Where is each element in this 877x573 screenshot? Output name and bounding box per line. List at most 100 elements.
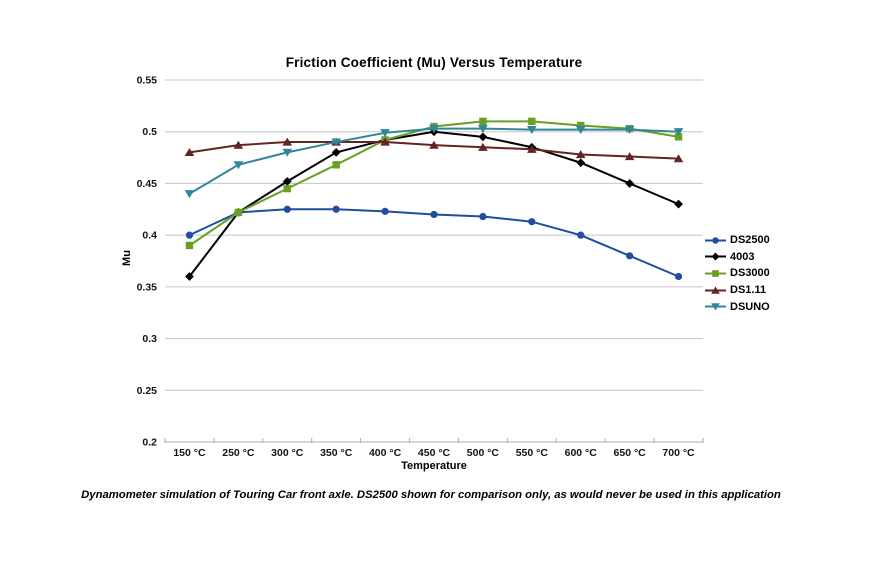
data-point-circle (577, 231, 585, 239)
legend-label: DS2500 (730, 234, 770, 247)
data-point-triangle-up (184, 148, 195, 156)
legend-square-icon (705, 270, 726, 277)
data-point-circle (381, 207, 389, 215)
data-point-diamond (625, 179, 635, 188)
data-point-triangle-up (380, 137, 390, 146)
data-point-triangle-up (711, 286, 720, 294)
data-point-triangle-up (624, 152, 635, 161)
x-tick-label: 350 °C (320, 447, 353, 459)
data-point-circle (283, 205, 291, 213)
data-point-triangle-down (380, 129, 390, 138)
legend-label: DS3000 (730, 267, 770, 280)
legend-triangle-up-icon (705, 286, 726, 294)
x-tick-label: 650 °C (614, 447, 647, 459)
x-tick-label: 700 °C (662, 447, 695, 459)
data-point-triangle-down (331, 138, 341, 147)
series-4003 (185, 127, 683, 281)
data-point-circle (712, 237, 719, 244)
data-point-triangle-down (478, 125, 488, 134)
legend-item-DS3000: DS3000 (705, 265, 770, 282)
data-point-circle (185, 231, 194, 239)
data-point-square (185, 241, 194, 250)
data-point-diamond (674, 199, 683, 209)
legend-item-4003: 4003 (705, 249, 770, 266)
y-tick-label: 0.35 (137, 281, 158, 293)
x-tick-label: 500 °C (467, 447, 500, 459)
y-tick-label: 0.4 (142, 230, 157, 242)
data-point-triangle-up (527, 144, 537, 153)
data-point-triangle-down (711, 303, 720, 311)
data-point-triangle-down (624, 126, 635, 135)
x-tick-label: 550 °C (516, 447, 549, 459)
data-point-triangle-up (429, 140, 439, 149)
data-point-diamond (576, 158, 586, 168)
data-point-triangle-up (233, 140, 244, 149)
series-line (189, 208, 679, 278)
legend-diamond-icon (705, 252, 726, 261)
data-point-circle (430, 210, 438, 219)
data-point-diamond (331, 148, 341, 157)
series-line (188, 130, 679, 278)
data-point-square (283, 184, 291, 193)
data-point-square (332, 161, 340, 169)
data-point-triangle-down (575, 126, 586, 135)
data-point-square (479, 117, 487, 126)
gridlines: 0.55 0.5 0.45 0.4 0.35 0.3 0.25 0.2 (137, 75, 703, 449)
x-axis-title: Temperature (401, 460, 467, 472)
legend-item-DSUNO: DSUNO (705, 298, 770, 315)
series-DSUNO (184, 125, 684, 199)
series-line (188, 127, 679, 195)
data-point-square (577, 121, 585, 130)
legend-label: DS1.11 (730, 284, 767, 297)
data-point-triangle-down (527, 126, 537, 135)
x-tick-label: 250 °C (222, 447, 255, 459)
y-tick-label: 0.5 (142, 126, 157, 138)
series-DS2500 (185, 205, 683, 281)
x-tick-label: 450 °C (418, 447, 451, 459)
chart-caption: Dynamometer simulation of Touring Car fr… (81, 489, 781, 501)
data-point-square (674, 133, 683, 141)
legend-triangle-down-icon (705, 303, 726, 311)
data-point-triangle-up (478, 142, 488, 151)
y-tick-label: 0.25 (137, 385, 158, 397)
data-point-triangle-down (233, 161, 244, 170)
y-tick-label: 0.2 (142, 437, 157, 449)
legend: DS2500 4003 DS3000 DS1.11 DSUNO (705, 232, 770, 315)
data-point-diamond (478, 132, 488, 142)
legend-label: 4003 (730, 250, 755, 263)
x-tick-label: 600 °C (565, 447, 598, 459)
data-point-triangle-down (282, 148, 293, 157)
legend-item-DS2500: DS2500 (705, 232, 770, 249)
legend-item-DS1.11: DS1.11 (705, 282, 770, 299)
x-tick-label: 400 °C (369, 447, 402, 459)
x-tick-label: 300 °C (271, 447, 304, 459)
data-point-triangle-down (673, 128, 684, 137)
x-tick-label: 150 °C (173, 447, 206, 459)
y-tick-label: 0.3 (142, 333, 157, 345)
data-point-triangle-up (575, 150, 586, 159)
legend-label: DSUNO (730, 300, 770, 313)
data-point-square (234, 208, 243, 217)
data-point-triangle-down (184, 190, 195, 199)
data-point-circle (479, 212, 487, 221)
x-axis: 150 °C 250 °C 300 °C 350 °C 400 °C 450 °C 500 … (164, 438, 704, 459)
data-point-triangle-up (673, 154, 684, 163)
series-DS1.11 (184, 137, 684, 163)
data-point-diamond (185, 272, 194, 281)
data-point-diamond (282, 176, 292, 186)
data-point-square (528, 117, 536, 126)
y-tick-label: 0.45 (137, 178, 158, 190)
y-tick-label: 0.55 (137, 75, 158, 87)
data-point-circle (626, 252, 634, 260)
legend-circle-icon (705, 237, 726, 244)
data-point-triangle-down (429, 125, 439, 134)
chart-title: Friction Coefficient (Mu) Versus Tempera… (285, 55, 583, 70)
data-point-circle (674, 272, 683, 281)
data-point-diamond (711, 252, 720, 261)
data-point-triangle-up (282, 137, 293, 146)
data-point-circle (332, 205, 340, 213)
data-point-square (712, 270, 719, 277)
y-axis-title: Mu (121, 250, 133, 266)
data-point-circle (528, 218, 536, 226)
